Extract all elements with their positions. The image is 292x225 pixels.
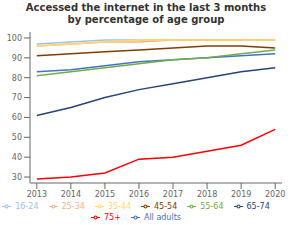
html-text:65-74: 65-74: [246, 202, 270, 211]
svg-text:40: 40: [12, 153, 22, 162]
svg-text:2014: 2014: [61, 190, 81, 199]
svg-text:2013: 2013: [27, 190, 47, 199]
svg-text:2018: 2018: [197, 190, 217, 199]
svg-text:2017: 2017: [163, 190, 183, 199]
svg-text:90: 90: [12, 54, 22, 63]
html-text:25-34: 25-34: [61, 202, 85, 211]
html-text:75+: 75+: [104, 213, 121, 222]
svg-text:2015: 2015: [95, 190, 115, 199]
svg-text:70: 70: [12, 93, 22, 102]
svg-text:30: 30: [12, 173, 22, 182]
svg-text:2019: 2019: [231, 190, 251, 199]
svg-text:100: 100: [8, 34, 22, 43]
svg-text:80: 80: [12, 74, 22, 83]
html-text:35-44: 35-44: [107, 202, 131, 211]
html-text:16-24: 16-24: [15, 202, 39, 211]
svg-text:60: 60: [12, 113, 22, 122]
html-text:45-54: 45-54: [154, 202, 178, 211]
html-text:Accessed the internet in the l: Accessed the internet in the last 3 mont…: [25, 2, 267, 13]
svg-text:2016: 2016: [129, 190, 149, 199]
html-text:by percentage of age group: by percentage of age group: [67, 14, 225, 25]
svg-text:50: 50: [12, 133, 22, 142]
html-text:55-64: 55-64: [200, 202, 224, 211]
svg-text:2020: 2020: [265, 190, 284, 199]
html-text:All adults: All adults: [143, 213, 181, 222]
